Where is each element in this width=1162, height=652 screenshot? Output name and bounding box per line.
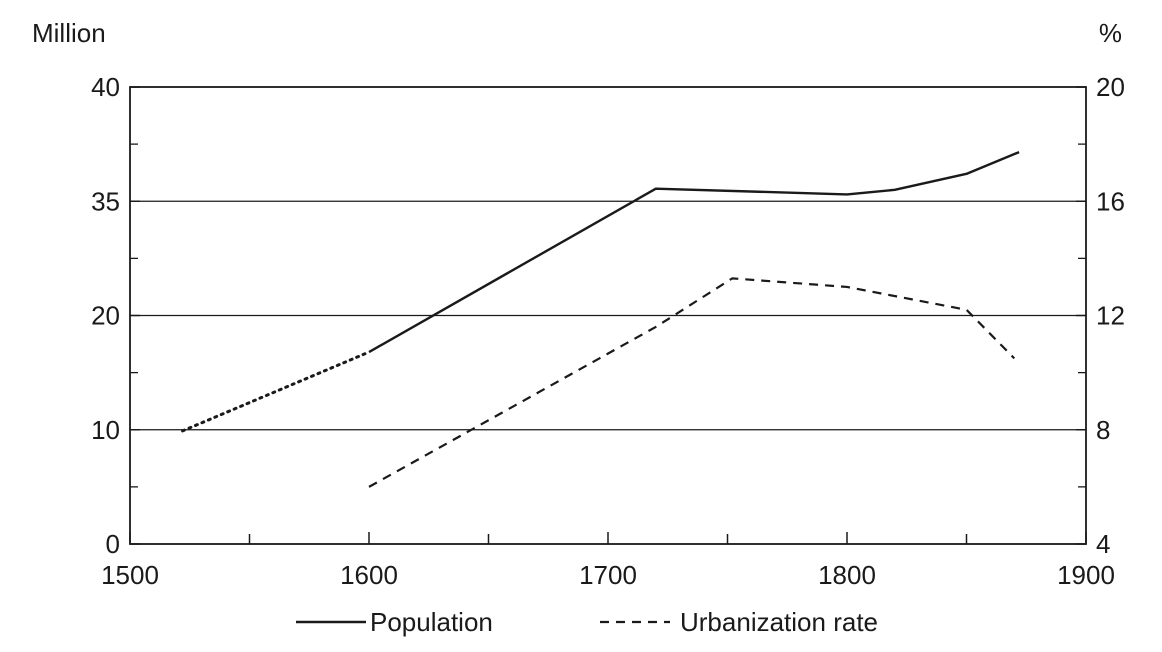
x-tick-label-1800: 1800 [818,560,876,590]
legend-label-population: Population [370,607,493,637]
x-tick-label-1600: 1600 [340,560,398,590]
x-tick-label-1500: 1500 [101,560,159,590]
y-right-tick-label-16: 16 [1096,186,1125,216]
series-lines [181,151,1020,488]
y-right-tick-label-8: 8 [1096,415,1110,445]
y-left-tick-label-20: 20 [91,301,120,331]
y-left-tick-label-0: 0 [106,529,120,559]
y-right-tick-label-4: 4 [1096,529,1110,559]
population-line [368,151,1020,354]
y-left-tick-label-10: 10 [91,415,120,445]
y-right-unit-label: % [1099,18,1122,48]
legend: Population Urbanization rate [296,607,878,637]
y-left-unit-label: Million [32,18,106,48]
legend-label-urbanization-rate: Urbanization rate [680,607,878,637]
tick-labels: 0 10 20 35 40 4 8 12 16 20 1500 1600 1700 1800 1900 [91,72,1125,590]
axis-ticks [129,86,1087,545]
population-estimated-line [181,350,371,433]
y-left-tick-label-40: 40 [91,72,120,102]
x-tick-label-1900: 1900 [1057,560,1115,590]
urbanization-rate-line [368,277,1016,488]
gridlines [130,200,1086,431]
y-right-tick-label-12: 12 [1096,301,1125,331]
y-right-tick-label-20: 20 [1096,72,1125,102]
y-left-tick-label-35: 35 [91,186,120,216]
x-tick-label-1700: 1700 [579,560,637,590]
